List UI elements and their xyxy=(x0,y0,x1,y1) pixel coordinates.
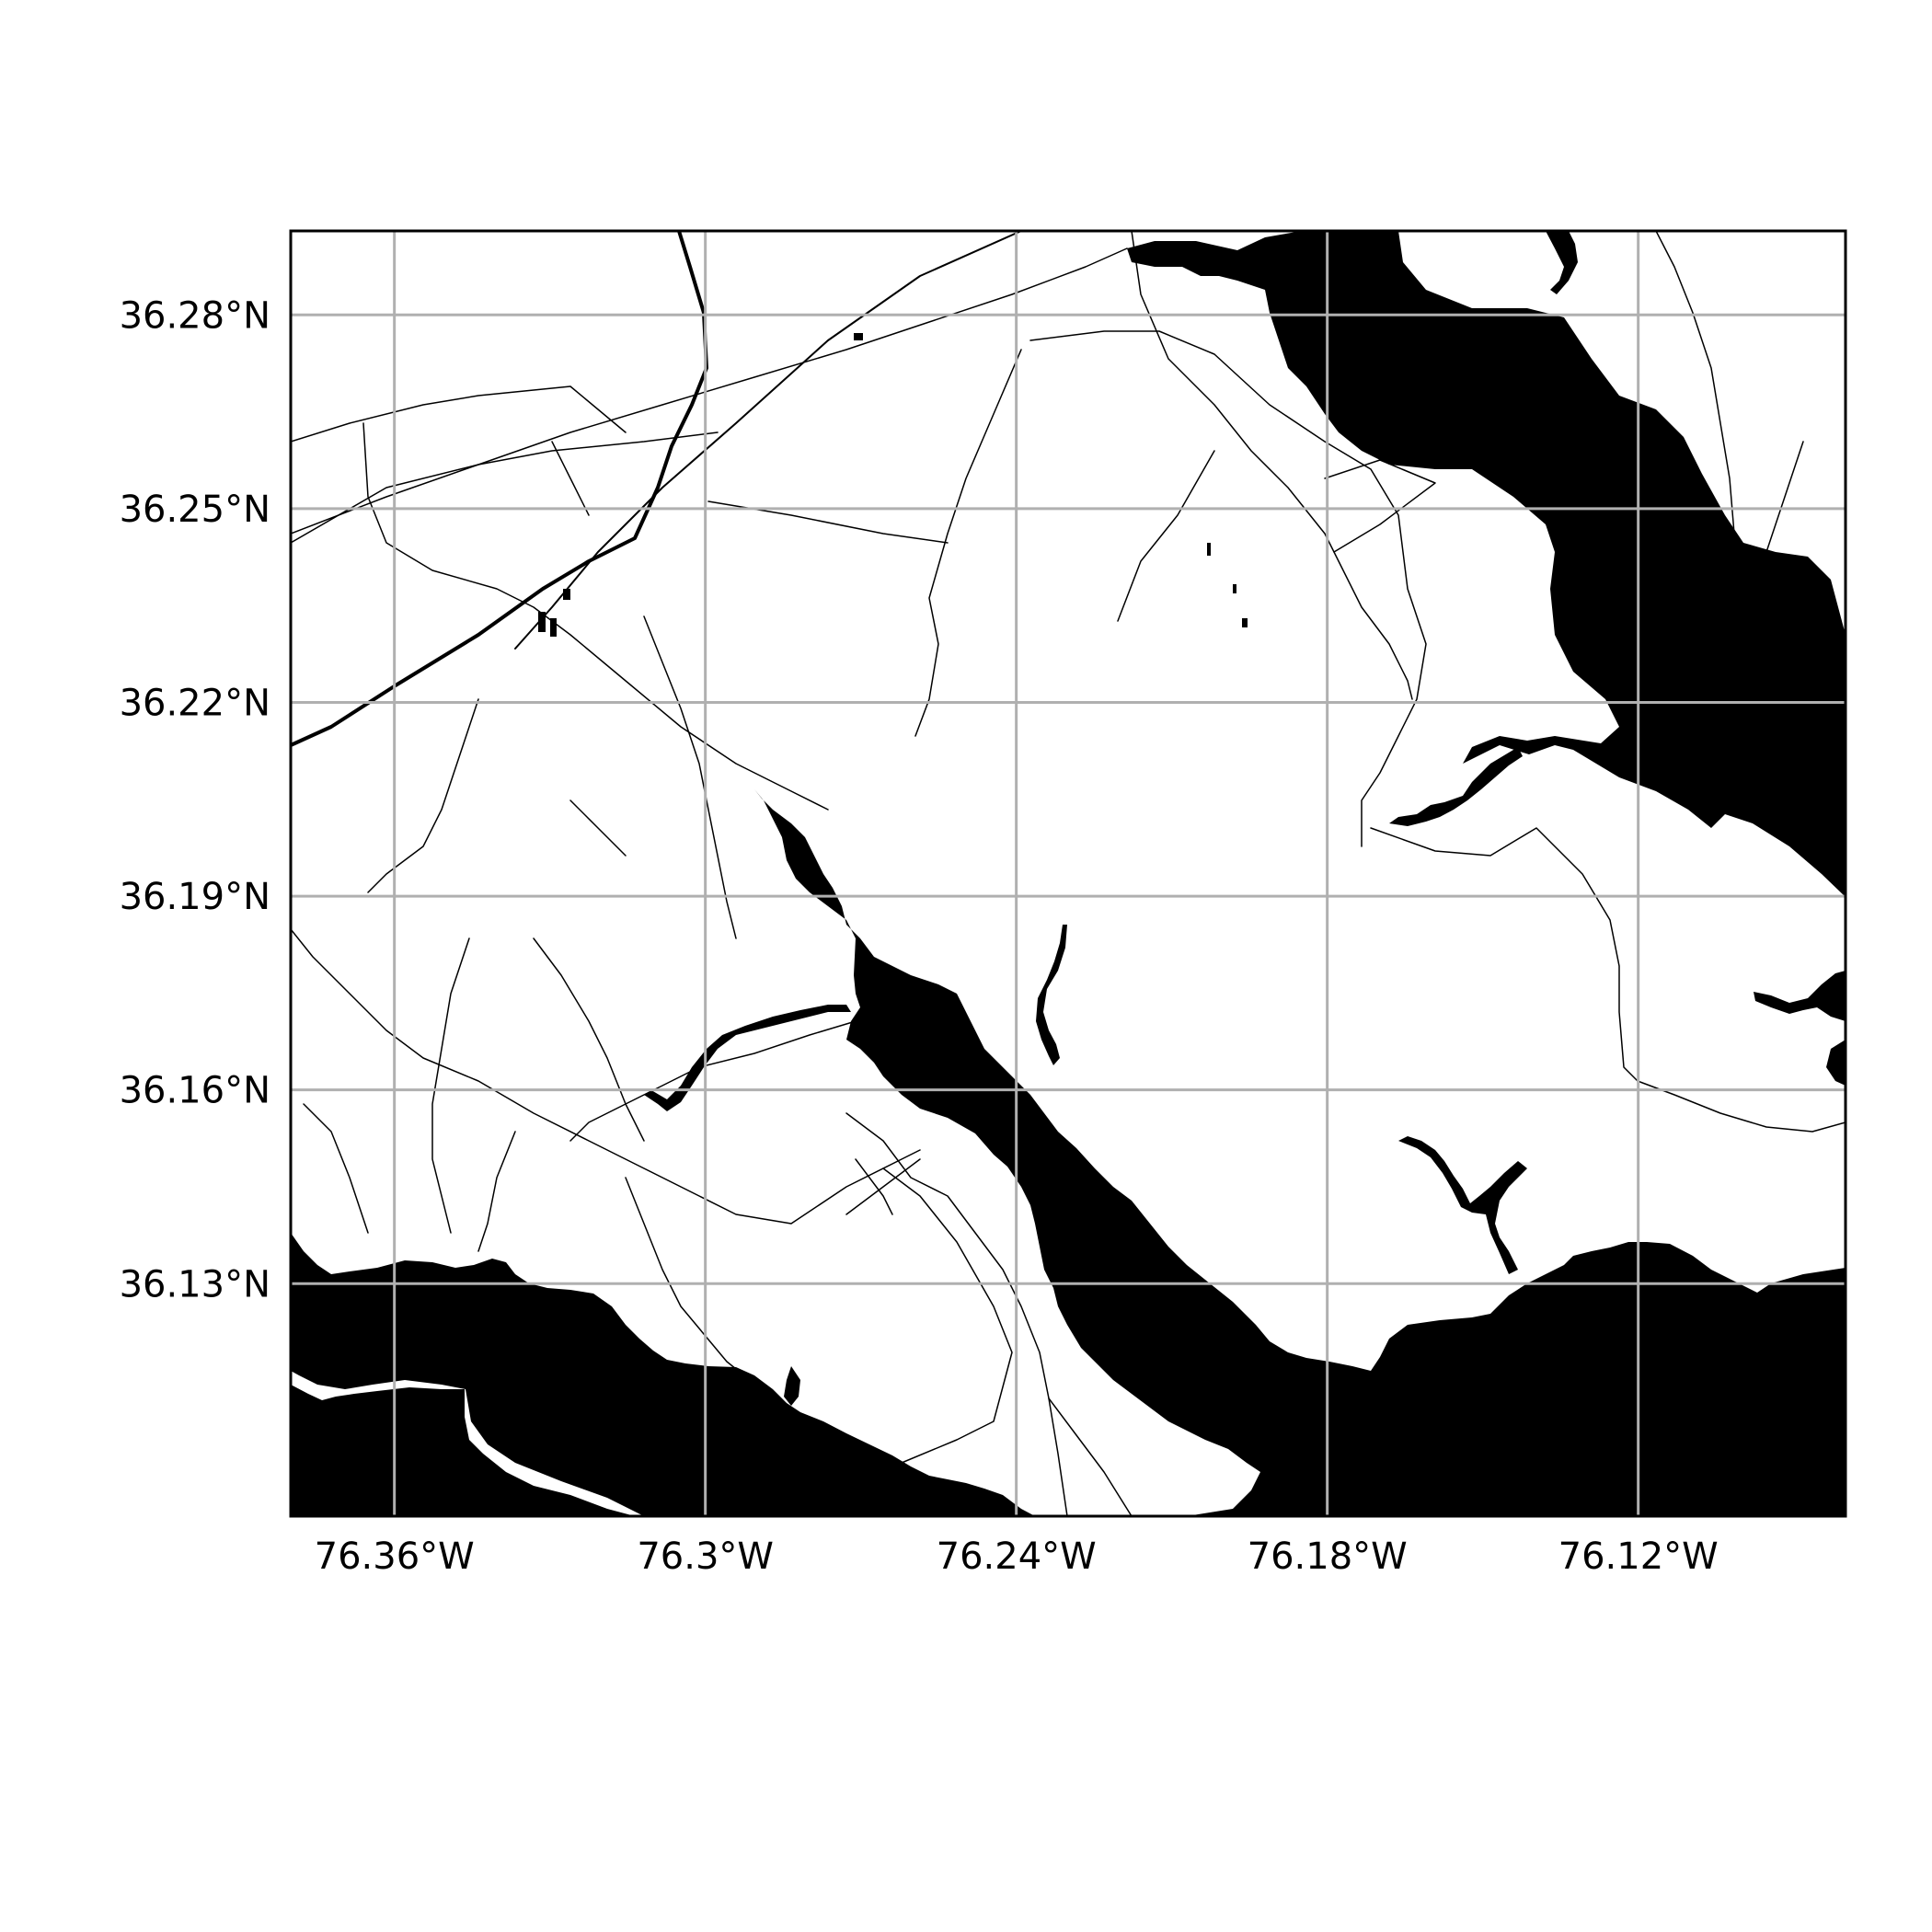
water-creek-north xyxy=(1546,231,1578,294)
road-south-3 xyxy=(431,937,470,1234)
water-pond-south xyxy=(784,1366,800,1406)
y-tick-label: 36.13°N xyxy=(120,1263,270,1305)
road-south-7 xyxy=(845,1158,921,1215)
road-west-4 xyxy=(643,615,737,939)
water-sound-southwest xyxy=(291,1233,1035,1516)
road-south-6 xyxy=(855,1158,893,1215)
water-pond-4 xyxy=(854,333,863,340)
road-northeast-main xyxy=(1131,231,1413,700)
road-layer xyxy=(291,231,1846,1516)
road-northwest xyxy=(291,385,627,443)
water-pond-3 xyxy=(563,589,570,600)
road-west-1 xyxy=(291,431,719,544)
road-south-4 xyxy=(845,1112,1068,1516)
road-east-1 xyxy=(1029,330,1427,847)
road-southwest-1 xyxy=(291,928,921,1225)
water-creek-east-small xyxy=(1754,971,1846,1021)
y-tick-label: 36.22°N xyxy=(120,682,270,724)
road-west-3 xyxy=(367,698,479,893)
road-south-2 xyxy=(533,937,645,1142)
water-bay-east-edge xyxy=(1826,1040,1846,1086)
water-river-central xyxy=(754,789,1846,1516)
road-west-5 xyxy=(569,799,627,857)
water-layer xyxy=(291,231,1846,1516)
x-tick-label: 76.24°W xyxy=(937,1535,1097,1578)
road-southwest-2 xyxy=(569,1020,857,1142)
road-northeast-2 xyxy=(1324,459,1436,553)
water-pond-1 xyxy=(538,612,546,632)
x-tick-label: 76.3°W xyxy=(637,1535,774,1578)
water-creek-southwest xyxy=(644,1005,851,1111)
y-tick-label: 36.16°N xyxy=(120,1070,270,1112)
y-tick-labels: 36.28°N 36.25°N 36.22°N 36.19°N 36.16°N 36.13… xyxy=(120,294,270,1305)
road-rail-spur xyxy=(291,247,1128,535)
road-east-2 xyxy=(1370,827,1846,1133)
road-west-6 xyxy=(303,1103,369,1234)
road-west-7 xyxy=(477,1131,516,1252)
road-south-5 xyxy=(1048,1397,1133,1516)
water-pond-5 xyxy=(1207,543,1211,556)
highway-diagonal xyxy=(514,231,1022,650)
water-creek-southeast xyxy=(1398,1136,1527,1274)
plot-frame xyxy=(289,229,1847,1518)
graticule xyxy=(291,231,1846,1516)
water-bay-northeast xyxy=(1127,231,1846,897)
road-far-east xyxy=(1756,441,1804,599)
road-center-2 xyxy=(914,349,1022,737)
x-tick-labels: 76.36°W 76.3°W 76.24°W 76.18°W 76.12°W xyxy=(315,1535,1719,1578)
water-pond-7 xyxy=(1242,618,1248,627)
water-pond-6 xyxy=(1233,584,1236,593)
small-features xyxy=(538,333,1248,637)
x-tick-label: 76.18°W xyxy=(1248,1535,1408,1578)
map-content xyxy=(291,231,1846,1516)
y-tick-label: 36.25°N xyxy=(120,489,270,531)
water-pond-2 xyxy=(550,618,557,637)
road-south-1 xyxy=(625,1167,1013,1464)
x-tick-label: 76.36°W xyxy=(315,1535,475,1578)
water-creek-east xyxy=(1389,747,1523,826)
y-tick-label: 36.19°N xyxy=(120,876,270,918)
road-north-1 xyxy=(1655,231,1735,535)
y-tick-label: 36.28°N xyxy=(120,294,270,337)
road-center-4 xyxy=(551,441,590,516)
water-creek-center xyxy=(1036,925,1067,1065)
road-center-3 xyxy=(1117,450,1215,622)
x-tick-label: 76.12°W xyxy=(1558,1535,1719,1578)
